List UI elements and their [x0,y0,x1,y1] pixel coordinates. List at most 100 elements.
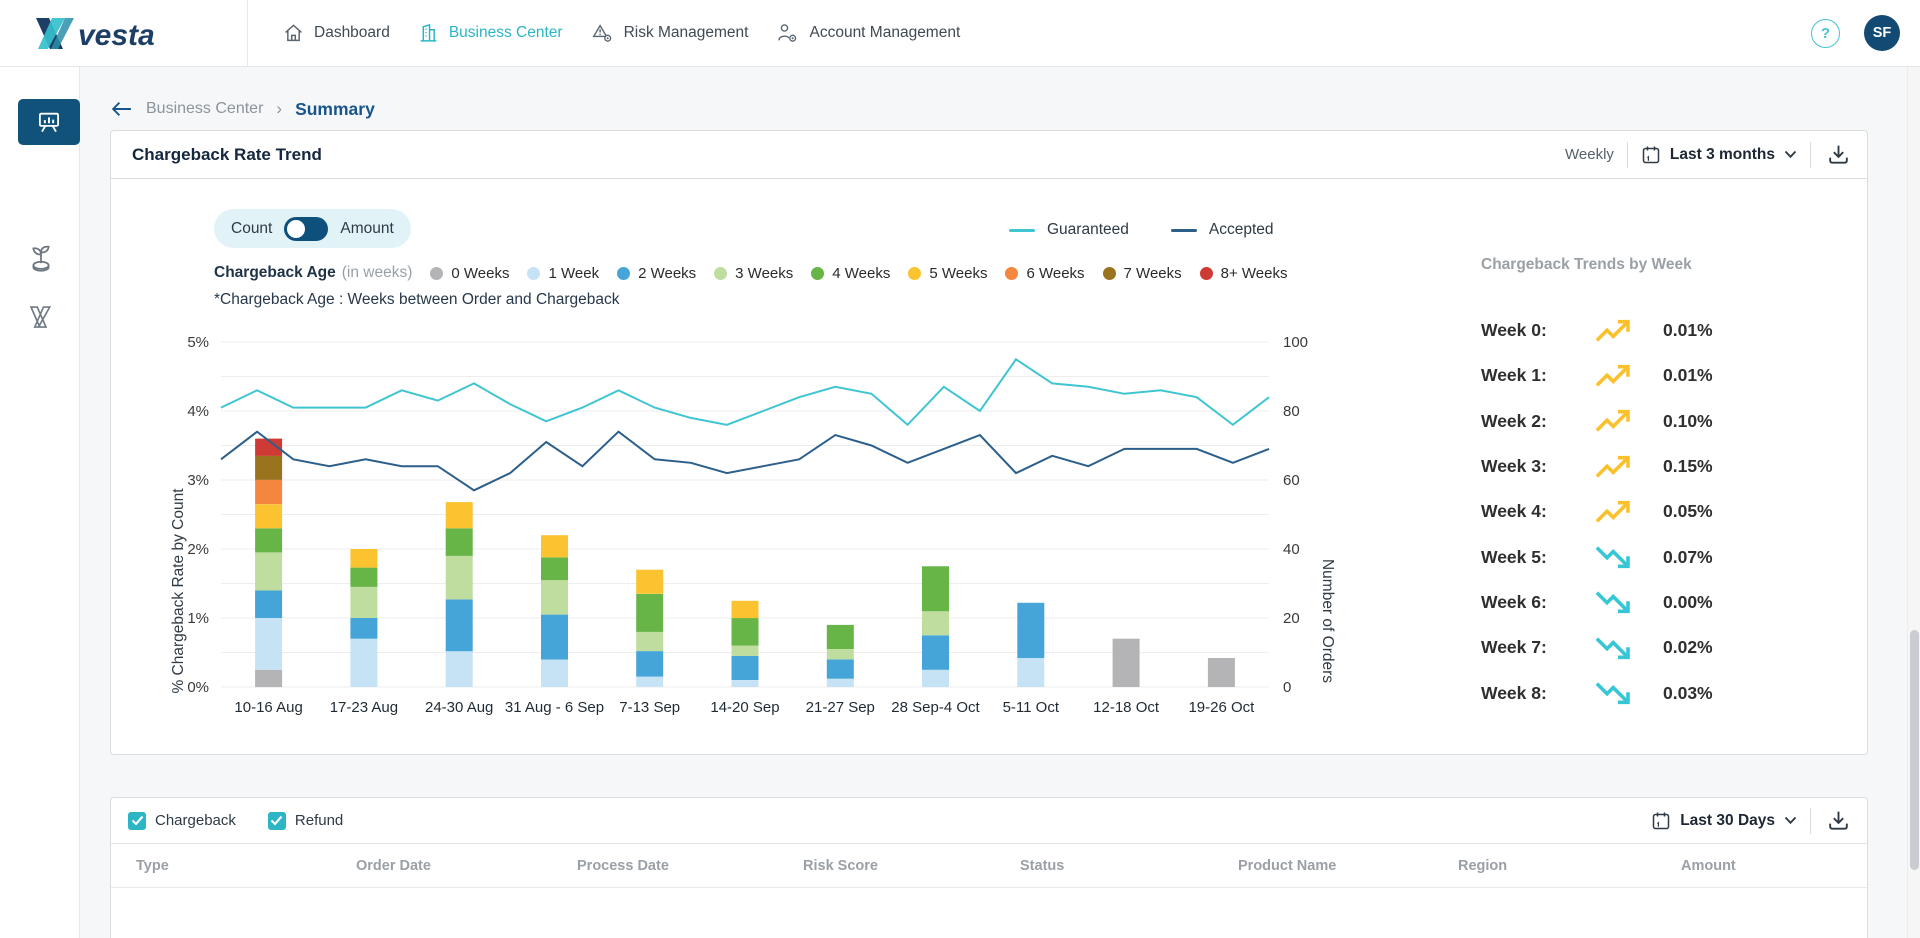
svg-text:10-16 Aug: 10-16 Aug [234,699,302,716]
trends-panel-title: Chargeback Trends by Week [1481,256,1692,273]
trend-down-icon [1595,591,1630,614]
checkbox-checked-icon[interactable] [267,811,286,830]
trend-week-label: Week 6: [1481,591,1547,612]
back-arrow-icon[interactable] [110,100,133,118]
column-header: Process Date [577,858,669,874]
trend-row: Week 5: 0.07% [1481,534,1821,579]
filter-refund[interactable]: Refund [267,811,344,830]
age-dot-icon [811,266,825,280]
download-button[interactable] [1824,141,1853,168]
scrollbar-track[interactable] [1907,67,1920,938]
age-legend-item[interactable]: 5 Weeks [908,265,987,282]
line-legend-item[interactable]: Guaranteed [1009,221,1129,239]
transactions-table-card: Chargeback Refund Last 30 Days [110,797,1868,938]
table-date-range-dropdown[interactable]: Last 30 Days [1651,811,1797,831]
chevron-down-icon [1784,816,1797,825]
trend-rows: Week 0: 0.01% Week 1: 0.01% Week 2: 0.10… [1481,308,1821,716]
help-button[interactable]: ? [1811,18,1840,48]
card-title: Chargeback Rate Trend [132,144,322,164]
help-icon: ? [1820,24,1831,42]
table-filter-row: Chargeback Refund Last 30 Days [111,798,1867,844]
column-header: Status [1020,858,1065,874]
combo-chart-svg: 0% 1% 2% 3% 4% 5% 0 20 40 60 80 100 10-16 Aug 17-23 A… [171,334,1336,716]
svg-text:19-26 Oct: 19-26 Oct [1188,699,1255,716]
trend-week-label: Week 5: [1481,546,1547,567]
sidebar-item-growth[interactable] [18,237,64,277]
age-legend-item[interactable]: 6 Weeks [1005,265,1085,282]
alert-gear-icon [592,24,611,42]
svg-text:Number of Orders: Number of Orders [1319,559,1336,683]
svg-text:5%: 5% [187,334,209,351]
svg-text:60: 60 [1283,472,1300,489]
age-dot-icon [527,266,541,280]
home-icon [285,24,302,42]
checkbox-checked-icon[interactable] [128,811,146,830]
filter-label: Refund [294,812,344,829]
trend-week-label: Week 1: [1481,365,1547,386]
trend-row: Week 7: 0.02% [1481,625,1821,670]
trend-week-label: Week 8: [1481,682,1547,703]
age-legend-item[interactable]: 1 Week [527,265,599,282]
filter-label: Chargeback [155,812,236,829]
trend-down-icon [1595,546,1630,569]
nav-item-business-center[interactable]: Business Center [418,23,563,43]
vesta-mark-icon [29,306,52,328]
vesta-logo[interactable]: vesta [22,13,192,55]
nav-divider [247,0,248,66]
svg-text:1%: 1% [187,610,209,627]
svg-text:2%: 2% [187,541,209,558]
trend-week-label: Week 7: [1481,637,1547,658]
svg-text:0%: 0% [187,679,209,696]
nav-item-risk-management[interactable]: Risk Management [591,23,749,43]
nav-right-cluster: ? SF [1811,0,1900,66]
toggle-switch[interactable] [284,216,329,241]
trend-week-label: Week 0: [1481,320,1547,341]
nav-item-label: Account Management [809,24,961,41]
trend-row: Week 3: 0.15% [1481,444,1821,489]
age-legend-item[interactable]: 8+ Weeks [1199,265,1287,282]
svg-text:4%: 4% [187,403,209,420]
svg-text:vesta: vesta [78,19,155,52]
line-legend-label: Guaranteed [1047,221,1129,238]
nav-item-label: Dashboard [314,24,390,41]
svg-text:80: 80 [1283,403,1300,420]
age-legend-item[interactable]: 3 Weeks [714,265,793,282]
chevron-down-icon [1784,150,1797,159]
trend-value: 0.03% [1663,682,1713,703]
age-legend-item[interactable]: 2 Weeks [617,265,696,282]
avatar[interactable]: SF [1864,15,1900,51]
left-sidebar [0,67,80,938]
age-legend-item[interactable]: 0 Weeks [430,265,509,282]
svg-text:28 Sep-4 Oct: 28 Sep-4 Oct [891,699,980,716]
nav-item-dashboard[interactable]: Dashboard [283,23,390,43]
primary-nav: Dashboard Business Center Risk M [283,0,960,66]
line-legend-item[interactable]: Accepted [1170,221,1274,239]
nav-item-label: Risk Management [623,24,749,41]
count-amount-toggle[interactable]: Count Amount [214,209,411,248]
svg-text:3%: 3% [187,472,209,489]
filter-chargeback[interactable]: Chargeback [128,811,236,830]
building-icon [420,23,437,42]
age-dot-icon [1005,266,1019,280]
table-download-button[interactable] [1824,807,1853,834]
chargeback-trend-chart: 0% 1% 2% 3% 4% 5% 0 20 40 60 80 100 10-16 Aug 17-23 A… [171,326,1351,726]
nav-item-label: Business Center [448,24,563,41]
sidebar-item-vesta[interactable] [18,297,64,337]
nav-item-account-management[interactable]: Account Management [776,23,960,43]
age-legend-label: 2 Weeks [638,264,697,282]
age-legend-item[interactable]: 4 Weeks [811,265,890,282]
breadcrumb-parent[interactable]: Business Center [146,100,264,117]
age-legend-item[interactable]: 7 Weeks [1102,265,1182,282]
chart-footnote: *Chargeback Age : Weeks between Order an… [214,291,620,308]
svg-text:21-27 Sep: 21-27 Sep [806,699,875,716]
calendar-icon [1652,812,1670,829]
chargeback-trends-panel: Chargeback Trends by Week Week 0: 0.01% … [1481,256,1821,716]
sidebar-item-reports[interactable] [18,99,80,145]
scrollbar-thumb[interactable] [1910,630,1919,870]
date-range-dropdown[interactable]: Last 3 months [1641,145,1797,165]
trend-value: 0.01% [1663,365,1713,386]
chargeback-age-legend: Chargeback Age (in weeks) 0 Weeks 1 Week… [214,263,1287,283]
trend-row: Week 4: 0.05% [1481,489,1821,534]
trend-up-icon [1595,319,1630,342]
column-header: Risk Score [803,858,878,874]
